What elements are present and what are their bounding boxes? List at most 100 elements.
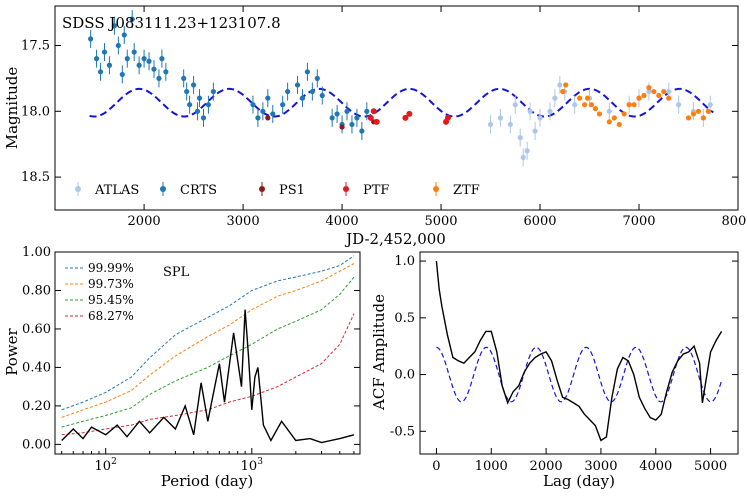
crts-point: [190, 82, 197, 88]
atlas-point: [524, 148, 530, 154]
periodogram-xlabel: Period (day): [161, 472, 253, 490]
periodogram-ytick-label: 0.40: [22, 360, 51, 375]
acf-panel: 0 1000 2000 3000 4000 5000 -0.5 0.0 0.5 1.0 Lag (…: [370, 251, 739, 490]
crts-point: [187, 102, 193, 108]
ps1-point: [265, 115, 271, 121]
periodogram-legend: 99.99% 99.73% 95.45% 68.27%: [65, 261, 134, 323]
crts-point: [200, 115, 207, 121]
crts-point: [255, 115, 261, 121]
crts-point: [131, 49, 137, 55]
crts-point: [156, 75, 162, 81]
crts-point: [93, 56, 100, 62]
atlas-point: [507, 121, 513, 128]
ztf-point: [646, 85, 652, 91]
lightcurve-ytick-label: 18.5: [21, 170, 50, 185]
lightcurve-ytick-label: 17.5: [21, 38, 50, 53]
periodogram-ytick-label: 1.00: [22, 245, 51, 260]
crts-point: [309, 88, 315, 95]
lightcurve-xtick-label: 2000: [128, 214, 161, 229]
crts-point: [121, 32, 127, 38]
ztf-point: [581, 102, 588, 108]
atlas-point: [547, 108, 553, 114]
crts-point: [334, 111, 340, 117]
legend-label-ptf: PTF: [363, 183, 389, 198]
crts-point: [163, 69, 169, 75]
ztf-point: [705, 108, 711, 114]
atlas-point: [606, 108, 612, 114]
atlas-point: [557, 82, 563, 88]
crts-point: [136, 62, 142, 68]
crts-point: [329, 115, 335, 121]
atlas-point: [646, 88, 652, 95]
ztf-point: [631, 102, 637, 108]
lightcurve-ylabel: Magnitude: [3, 67, 21, 150]
legend-label-ztf: ZTF: [453, 183, 480, 198]
crts-point: [129, 16, 135, 22]
atlas-point: [532, 128, 538, 134]
ztf-point: [651, 88, 657, 95]
ztf-point: [666, 95, 672, 101]
crts-point: [285, 88, 291, 95]
acf-ytick-label: 0.0: [394, 368, 415, 383]
periodogram-xtick-label: 102: [95, 457, 117, 474]
ztf-point: [695, 108, 702, 114]
crts-point: [119, 71, 125, 78]
atlas-point: [552, 95, 558, 101]
acf-line: [435, 261, 723, 442]
periodogram-ytick-label: 0.60: [22, 322, 51, 337]
lightcurve-xtick-label: 5000: [424, 214, 457, 229]
crts-point: [319, 92, 325, 99]
acf-xtick-label: 1000: [475, 459, 508, 474]
periodogram-legend-label: 68.27%: [88, 309, 134, 323]
acf-ylabel: ACF Amplitude: [370, 294, 388, 411]
acf-xtick-label: 0: [432, 459, 440, 474]
atlas-point: [666, 88, 672, 95]
legend-marker-ps1: [259, 186, 265, 192]
crts-point: [97, 69, 104, 75]
ztf-point: [584, 95, 591, 101]
crts-point: [184, 88, 190, 95]
ztf-point: [596, 111, 603, 117]
periodogram-line-SPL: [61, 309, 355, 444]
periodogram-line-9973: [61, 263, 355, 418]
crts-point: [260, 108, 266, 114]
model-curve: [89, 87, 714, 118]
ztf-point: [700, 115, 706, 121]
lightcurve-xtick-label: 8000: [721, 214, 747, 229]
lightcurve-title: SDSS J083111.23+123107.8: [62, 14, 281, 32]
ps1-point: [339, 124, 345, 130]
atlas-point: [520, 154, 526, 160]
ztf-point: [690, 111, 697, 117]
periodogram-legend-label: 99.99%: [88, 261, 134, 275]
ptf-point: [373, 118, 380, 125]
periodogram-ytick-label: 0.20: [22, 399, 51, 414]
crts-point: [314, 75, 320, 81]
ztf-point: [616, 121, 622, 128]
crts-point: [141, 56, 147, 62]
legend-marker-atlas: [75, 186, 81, 192]
acf-xlabel: Lag (day): [543, 472, 615, 490]
acf-xtick-label: 4000: [639, 459, 672, 474]
spl-annotation: SPL: [163, 265, 190, 280]
acf-xtick-label: 5000: [694, 459, 727, 474]
atlas-point: [572, 102, 578, 108]
periodogram-line-9545: [61, 276, 355, 428]
atlas-point: [487, 121, 494, 128]
lightcurve-xtick-label: 3000: [227, 214, 260, 229]
crts-point: [304, 69, 311, 75]
crts-point: [205, 102, 212, 108]
legend-marker-crts: [160, 186, 166, 192]
lightcurve-ytick-label: 18.0: [21, 104, 50, 119]
ztf-point: [685, 115, 692, 121]
acf-xtick-label: 2000: [530, 459, 563, 474]
crts-point: [101, 49, 108, 55]
lightcurve-xtick-label: 7000: [622, 214, 655, 229]
legend-marker-ptf: [343, 186, 349, 192]
periodogram-line-9999: [61, 255, 355, 411]
ptf-point: [402, 114, 409, 121]
ztf-point: [592, 106, 599, 112]
atlas-point: [497, 115, 504, 121]
periodogram-ylabel: Power: [3, 327, 21, 375]
